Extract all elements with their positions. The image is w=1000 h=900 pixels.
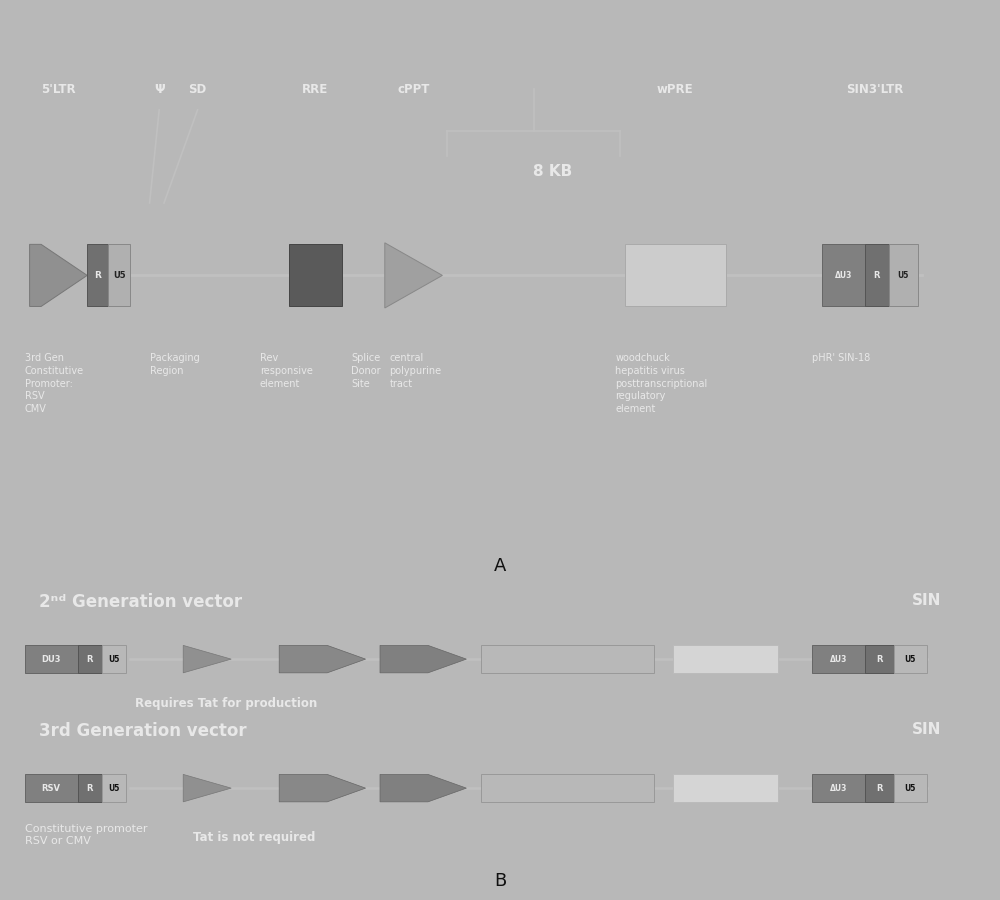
Polygon shape — [380, 774, 466, 802]
Bar — [481, 645, 654, 673]
Text: 3rd Generation vector: 3rd Generation vector — [39, 722, 247, 740]
Text: U5: U5 — [898, 271, 909, 280]
Text: U5: U5 — [113, 271, 126, 280]
Text: cPPT: cPPT — [397, 83, 430, 95]
Polygon shape — [183, 774, 231, 802]
Text: R: R — [86, 784, 93, 793]
Text: central
polypurine
tract: central polypurine tract — [390, 353, 442, 389]
Text: ΔU3: ΔU3 — [835, 271, 852, 280]
Bar — [673, 774, 778, 802]
Polygon shape — [380, 645, 466, 673]
Text: RSV: RSV — [42, 784, 61, 793]
Bar — [894, 774, 927, 802]
Text: R: R — [876, 654, 882, 663]
Text: R: R — [874, 271, 880, 280]
Text: Constitutive promoter
RSV or CMV: Constitutive promoter RSV or CMV — [25, 824, 147, 846]
Text: SIN: SIN — [912, 722, 942, 737]
Text: B: B — [494, 872, 506, 890]
Text: SIN: SIN — [912, 593, 942, 608]
Text: woodchuck
hepatitis virus
posttranscriptional
regulatory
element: woodchuck hepatitis virus posttranscript… — [615, 353, 707, 414]
Bar — [625, 245, 726, 306]
Bar — [78, 774, 102, 802]
Bar — [25, 645, 78, 673]
Text: R: R — [86, 654, 93, 663]
Text: DU3: DU3 — [41, 654, 61, 663]
Text: 8 KB: 8 KB — [533, 165, 572, 179]
Polygon shape — [279, 774, 366, 802]
Bar — [865, 645, 894, 673]
Text: U5: U5 — [108, 784, 119, 793]
Text: pHR' SIN-18: pHR' SIN-18 — [812, 353, 870, 363]
Text: Tat is not required: Tat is not required — [193, 831, 315, 844]
Bar — [822, 245, 865, 306]
Polygon shape — [385, 243, 442, 308]
Polygon shape — [30, 245, 87, 306]
Text: 3rd Gen
Constitutive
Promoter:
RSV
CMV: 3rd Gen Constitutive Promoter: RSV CMV — [25, 353, 84, 414]
Text: 5'LTR: 5'LTR — [41, 83, 76, 95]
Text: R: R — [876, 784, 882, 793]
Text: ΔU3: ΔU3 — [830, 654, 847, 663]
Bar — [673, 645, 778, 673]
Bar — [812, 645, 865, 673]
Polygon shape — [279, 645, 366, 673]
Text: RRE: RRE — [302, 83, 328, 95]
Text: ΔU3: ΔU3 — [830, 784, 847, 793]
Text: Ψ: Ψ — [154, 83, 165, 95]
Text: wPRE: wPRE — [657, 83, 694, 95]
Bar — [102, 645, 126, 673]
Text: Splice
Donor
Site: Splice Donor Site — [351, 353, 381, 389]
Bar — [108, 245, 130, 306]
Bar — [894, 645, 927, 673]
Bar — [812, 774, 865, 802]
Text: SIN3'LTR: SIN3'LTR — [846, 83, 903, 95]
Bar — [87, 245, 108, 306]
Text: Packaging
Region: Packaging Region — [150, 353, 199, 376]
Polygon shape — [183, 645, 231, 673]
Text: R: R — [94, 271, 101, 280]
Text: Requires Tat for production: Requires Tat for production — [135, 697, 317, 709]
Text: U5: U5 — [905, 654, 916, 663]
Bar — [289, 245, 342, 306]
Text: SD: SD — [188, 83, 207, 95]
Bar — [865, 774, 894, 802]
Bar — [865, 245, 889, 306]
Bar — [25, 774, 78, 802]
Text: 2ⁿᵈ Generation vector: 2ⁿᵈ Generation vector — [39, 593, 242, 611]
Bar — [102, 774, 126, 802]
Text: Rev
responsive
element: Rev responsive element — [260, 353, 313, 389]
Text: A: A — [494, 557, 506, 575]
Bar — [78, 645, 102, 673]
Bar — [889, 245, 918, 306]
Text: U5: U5 — [108, 654, 119, 663]
Bar — [481, 774, 654, 802]
Text: U5: U5 — [905, 784, 916, 793]
